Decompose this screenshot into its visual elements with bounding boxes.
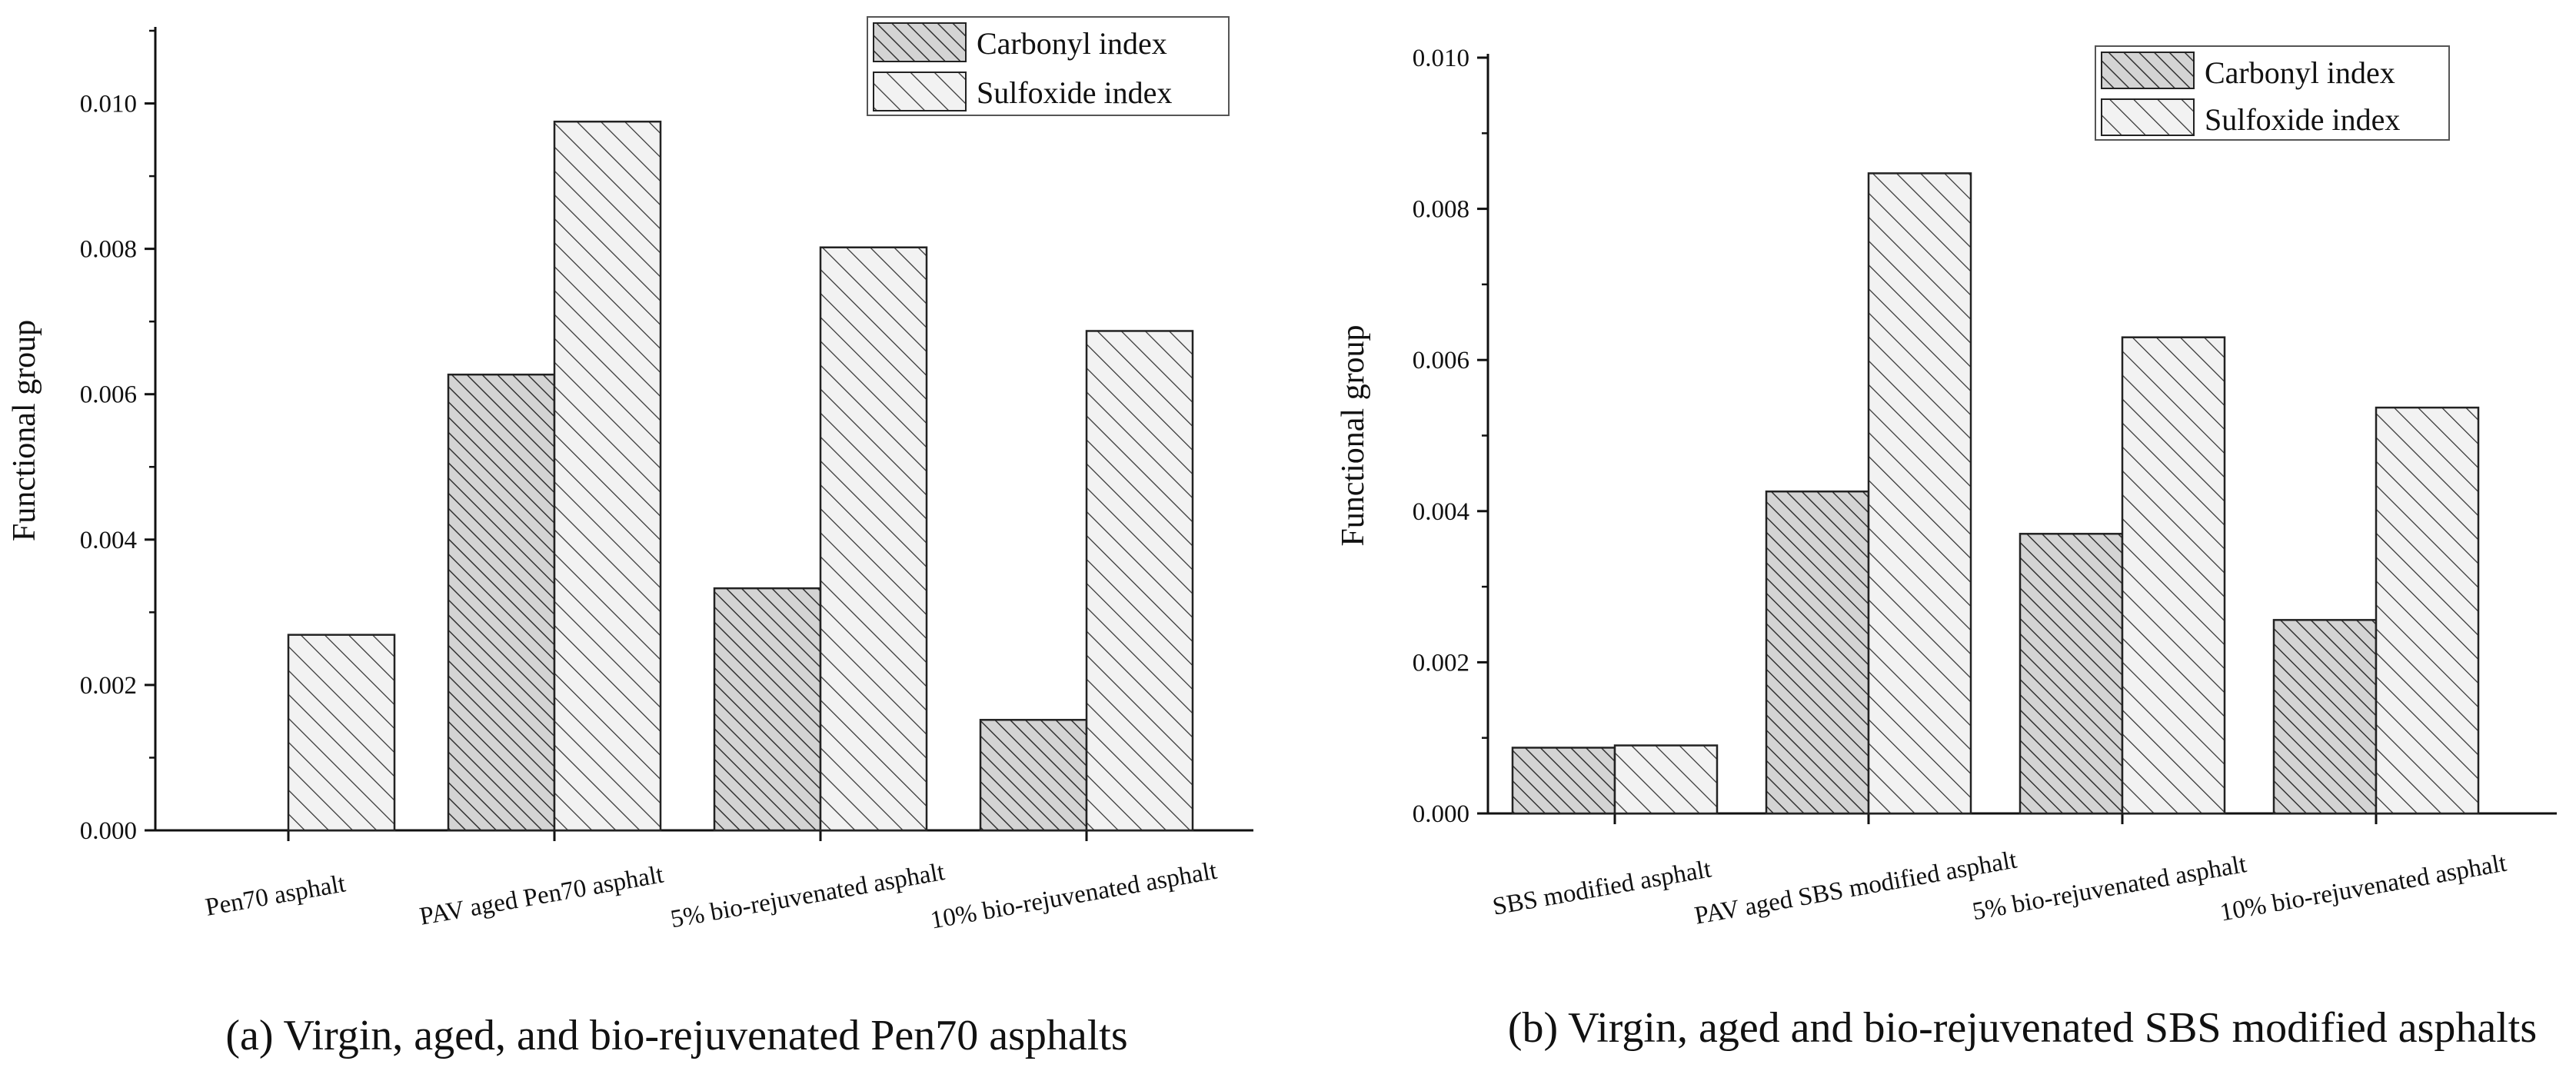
bar-sulfoxide [1613,744,1719,815]
y-tick-label: 0.010 [1413,45,1469,72]
x-category-label: Pen70 asphalt [203,870,348,921]
y-axis-title: Functional group [7,320,42,541]
bar-sulfoxide [819,246,928,832]
y-tick-label: 0.002 [80,672,137,700]
bar-carbonyl [979,719,1088,832]
x-category-label: SBS modified asphalt [1490,855,1713,920]
chart-caption: (a) Virgin, aged, and bio-rejuvenated Pe… [225,1012,1127,1059]
legend-label-sulfoxide: Sulfoxide index [977,75,1172,110]
bar-sulfoxide [1085,330,1194,832]
bar-carbonyl [2272,619,2378,815]
legend-label-carbonyl: Carbonyl index [2205,55,2395,90]
y-axis-title: Functional group [1336,324,1371,546]
y-tick-label: 0.000 [80,817,137,845]
legend-swatch-carbonyl [2101,52,2195,89]
x-category-label: 5% bio-rejuvenated asphalt [668,858,947,933]
bar-carbonyl [1765,490,1870,815]
legend-label-sulfoxide: Sulfoxide index [2205,102,2400,137]
y-tick-label: 0.008 [1413,196,1469,224]
bar-carbonyl [2019,533,2124,815]
bar-carbonyl [713,587,822,832]
legend-swatch-sulfoxide [2101,98,2195,136]
y-tick-label: 0.006 [80,381,137,409]
y-tick-label: 0.000 [1413,800,1469,828]
bar-carbonyl [447,373,556,832]
legend-swatch-sulfoxide [873,72,967,111]
x-category-label: 10% bio-rejuvenated asphalt [2218,850,2508,927]
bar-sulfoxide [1867,172,1972,815]
bar-sulfoxide [553,120,662,832]
y-tick-label: 0.002 [1413,649,1469,677]
bar-sulfoxide [287,634,396,832]
x-category-label: PAV aged SBS modified asphalt [1692,846,2019,930]
y-tick-label: 0.010 [80,91,137,118]
legend-swatch-carbonyl [873,22,967,62]
chart-panel-b: 0.000 0.002 0.004 0.006 0.008 0.010 Functional… [1336,45,2557,1052]
x-category-label: PAV aged Pen70 asphalt [418,861,666,931]
y-tick-label: 0.006 [1413,347,1469,374]
y-tick-label: 0.008 [80,236,137,264]
chart-caption: (b) Virgin, aged and bio-rejuvenated SBS… [1508,1004,2537,1052]
bar-sulfoxide [2121,336,2226,815]
y-tick-label: 0.004 [80,527,137,554]
x-category-label: 10% bio-rejuvenated asphalt [928,857,1219,935]
bar-carbonyl [1511,747,1616,815]
legend-label-carbonyl: Carbonyl index [977,26,1167,61]
y-tick-label: 0.004 [1413,498,1469,526]
chart-panel-a: 0.000 0.002 0.004 0.006 0.008 0.010 Functional… [7,16,1253,1059]
bar-sulfoxide [2375,406,2480,815]
